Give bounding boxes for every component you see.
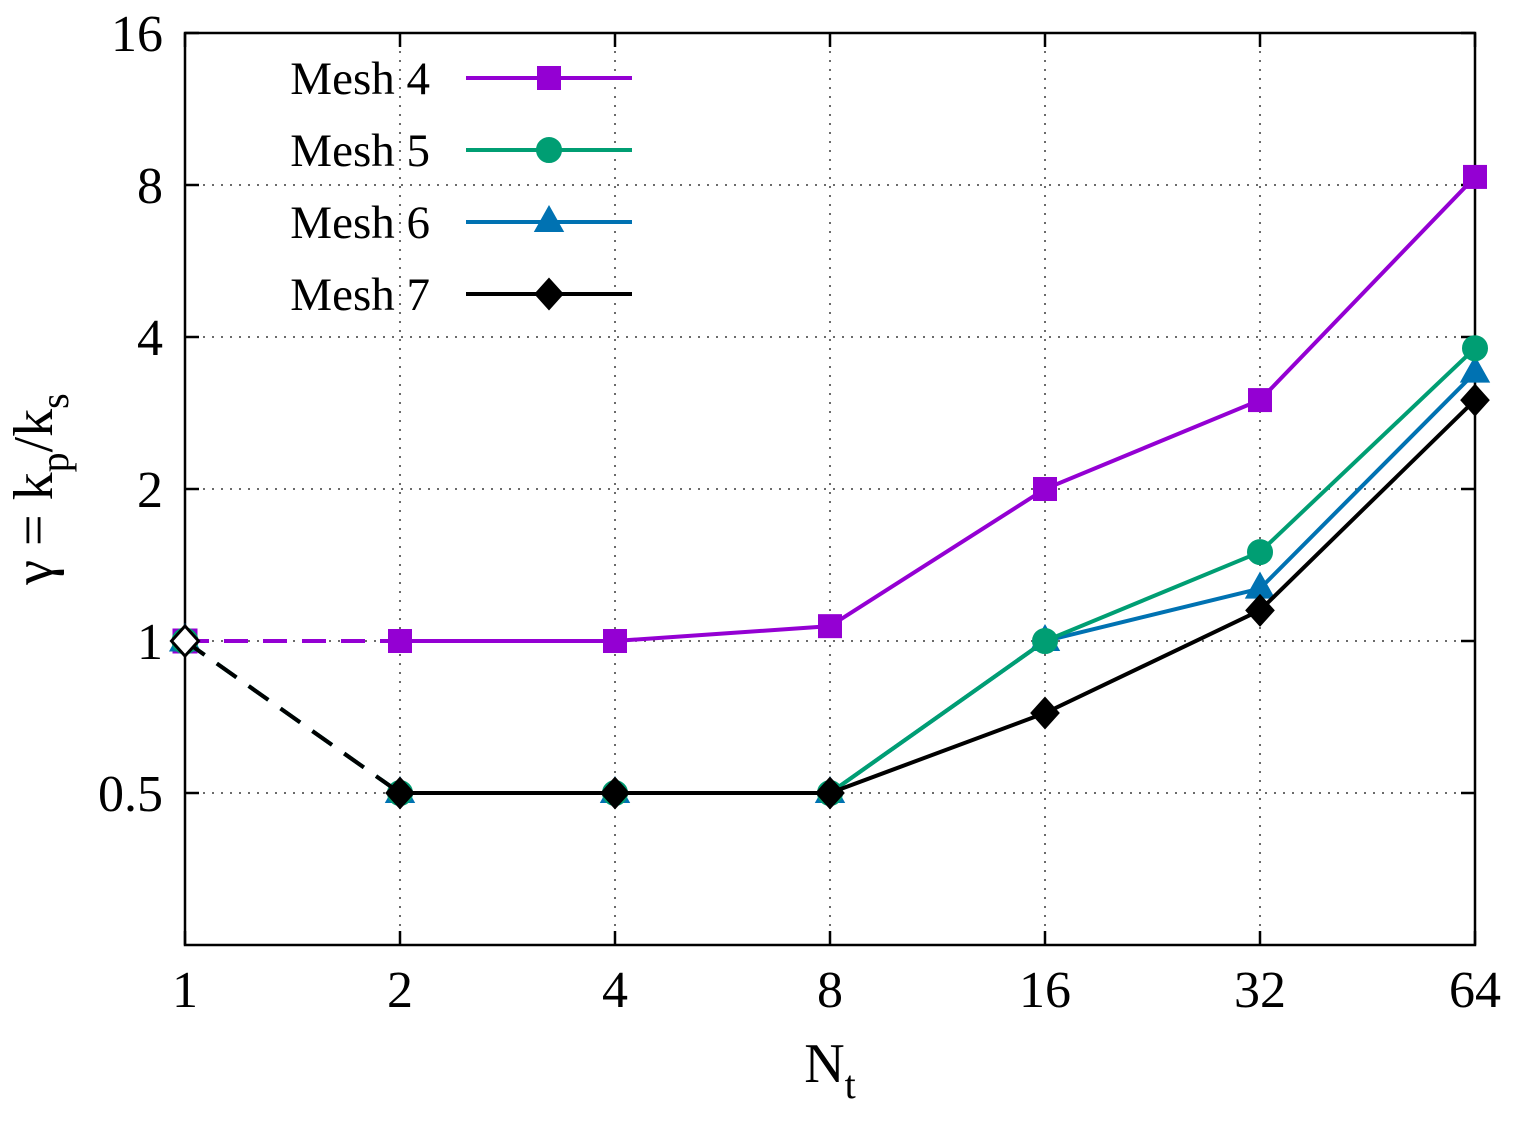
data-point-mesh-5 (1462, 335, 1488, 362)
data-point-mesh-4 (1033, 477, 1057, 501)
data-point-mesh-7 (815, 776, 845, 810)
data-point-mesh-4 (818, 614, 842, 639)
data-point-mesh-5 (1032, 628, 1058, 654)
data-point-mesh-6 (1459, 355, 1491, 383)
data-point-mesh-4 (1248, 388, 1272, 413)
x-tick-label: 2 (387, 962, 413, 1019)
y-axis-label: γ = kp/ks (3, 393, 77, 585)
data-point-mesh-7 (169, 623, 201, 659)
data-point-mesh-7 (1460, 383, 1490, 417)
x-tick-label: 8 (817, 962, 843, 1019)
legend-marker-mesh-7 (534, 277, 564, 311)
data-point-mesh-7 (1245, 593, 1275, 627)
plot-border (183, 31, 1477, 947)
series-line-mesh-7 (400, 398, 1477, 795)
x-tick-label: 64 (1449, 962, 1501, 1019)
series-line-mesh-5 (400, 346, 1477, 795)
legend-label-mesh-4: Mesh 4 (290, 53, 430, 105)
data-point-mesh-4 (388, 629, 412, 653)
y-tick-label: 8 (137, 158, 163, 215)
legend-label-mesh-5: Mesh 5 (290, 125, 430, 177)
series-line-mesh-4 (400, 175, 1477, 643)
x-axis-label: Nt (804, 1033, 856, 1107)
series-dashed-segment-mesh-7 (183, 639, 402, 795)
y-tick-label: 0.5 (98, 766, 163, 823)
data-point-mesh-4 (1463, 164, 1487, 189)
legend-marker-mesh-5 (536, 137, 562, 163)
legend-label-mesh-6: Mesh 6 (290, 197, 430, 249)
y-tick-label: 2 (137, 462, 163, 519)
series-line-mesh-6 (400, 371, 1477, 795)
legend-marker-mesh-6 (533, 204, 565, 232)
y-tick-label: 1 (137, 614, 163, 671)
data-point-mesh-7 (385, 776, 415, 810)
x-tick-label: 32 (1234, 962, 1286, 1019)
legend-label-mesh-7: Mesh 7 (290, 269, 430, 321)
data-point-mesh-5 (1247, 539, 1273, 566)
x-tick-label: 4 (602, 962, 628, 1019)
data-point-mesh-7 (600, 776, 630, 810)
legend-marker-mesh-4 (537, 66, 561, 90)
data-point-mesh-7 (1030, 696, 1060, 730)
y-tick-label: 16 (111, 6, 163, 63)
y-tick-label: 4 (137, 310, 163, 367)
data-point-mesh-4 (603, 629, 627, 653)
x-tick-label: 1 (172, 962, 198, 1019)
x-tick-label: 16 (1019, 962, 1071, 1019)
